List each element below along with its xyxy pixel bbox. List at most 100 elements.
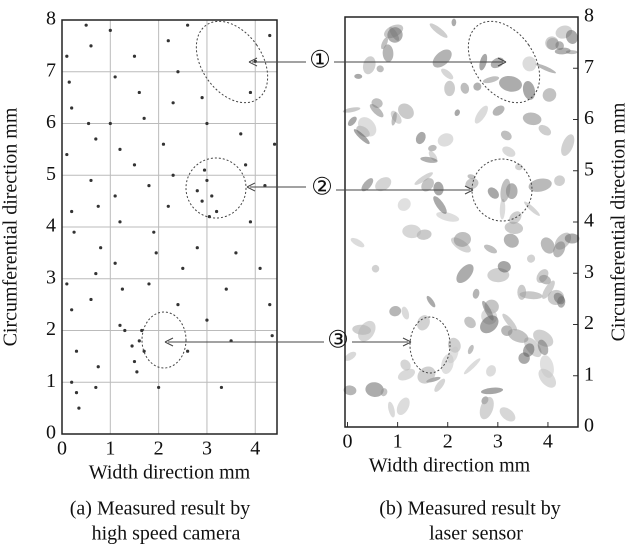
point <box>147 184 151 188</box>
panel: 0 1 2 3 4 0 1 2 3 4 5 6 7 8 Width direction mm Circumfe… <box>342 5 630 545</box>
point <box>205 318 209 322</box>
texture-blob <box>528 178 552 192</box>
texture-blob <box>502 146 516 157</box>
texture-blob <box>479 396 494 420</box>
texture-blob <box>420 156 438 163</box>
texture-blob <box>515 163 523 171</box>
x-axis-label: Width direction mm <box>89 462 251 484</box>
point <box>239 132 243 136</box>
point <box>113 261 117 265</box>
texture-blob <box>490 57 504 69</box>
region-ellipse <box>185 157 247 219</box>
point <box>132 359 137 364</box>
texture-blob <box>472 288 480 299</box>
texture-blob <box>464 316 476 329</box>
texture-blob <box>564 233 580 244</box>
y-tick-label: 1 <box>46 370 56 392</box>
texture-blob <box>522 81 536 100</box>
texture-blob <box>500 130 512 141</box>
region-ellipse <box>467 20 541 104</box>
texture-blob <box>486 365 497 377</box>
texture-blob <box>447 346 459 364</box>
texture-blob <box>504 221 524 235</box>
y-tick-label: 0 <box>584 415 594 437</box>
texture-blob <box>428 151 438 162</box>
arrow <box>164 337 412 347</box>
point <box>186 23 190 27</box>
texture-blob <box>451 18 457 27</box>
texture-blob <box>350 237 365 248</box>
texture-blob <box>354 73 363 79</box>
texture-blob <box>371 264 380 273</box>
texture-blob <box>389 306 402 317</box>
point <box>72 230 76 234</box>
y-tick-label: 4 <box>584 210 594 232</box>
point <box>70 106 74 110</box>
texture-blob <box>429 23 448 38</box>
point <box>84 23 88 27</box>
y-tick-label: 5 <box>46 163 56 185</box>
x-tick-label: 3 <box>493 431 503 453</box>
y-axis-label: Circumferential direction mm <box>608 102 630 341</box>
texture-blob <box>358 320 376 342</box>
texture-blob <box>509 211 522 225</box>
texture-blob <box>365 382 384 398</box>
caption: laser sensor <box>429 523 523 545</box>
point <box>137 90 141 95</box>
point <box>195 189 199 193</box>
texture-blob <box>483 244 498 254</box>
texture-blob <box>542 280 555 299</box>
y-tick-label: 6 <box>584 107 594 129</box>
texture-blob <box>358 117 377 137</box>
texture-blob <box>388 401 395 418</box>
point <box>200 96 204 100</box>
texture-blob <box>474 105 488 124</box>
x-tick-label: 2 <box>443 431 453 453</box>
point <box>152 230 156 234</box>
point <box>65 54 69 58</box>
point <box>89 297 93 302</box>
texture-blob <box>561 134 575 156</box>
texture-blob <box>482 300 494 321</box>
texture-blob <box>565 29 578 44</box>
texture-blob <box>507 328 529 343</box>
texture-blob <box>391 112 397 126</box>
panel: 0 1 2 3 4 0 1 2 3 4 5 6 7 8 Width direction mm Circumfe… <box>0 8 278 545</box>
texture-blob <box>343 385 357 396</box>
point <box>120 287 124 291</box>
y-tick-label: 2 <box>46 318 56 340</box>
point <box>108 28 112 32</box>
point <box>99 246 103 250</box>
point <box>186 349 190 353</box>
point <box>166 204 170 208</box>
point <box>215 209 219 214</box>
texture-blob <box>382 44 394 63</box>
texture-blob <box>492 105 505 116</box>
texture-blob <box>375 177 392 192</box>
point <box>234 251 238 255</box>
texture-blob <box>342 107 361 113</box>
texture-blob <box>444 80 455 97</box>
texture-blob <box>553 292 565 305</box>
point <box>258 266 262 270</box>
texture-blob <box>487 187 499 199</box>
y-tick-label: 5 <box>584 158 594 180</box>
point <box>130 344 134 348</box>
texture-blob <box>542 88 557 102</box>
y-tick-label: 7 <box>584 56 594 78</box>
region-ellipse <box>471 158 533 222</box>
annotation-label: ② <box>311 175 333 201</box>
texture-blob <box>517 284 527 300</box>
point <box>77 406 81 410</box>
point <box>181 266 185 270</box>
texture-blob <box>347 116 357 127</box>
texture-blob <box>467 344 474 355</box>
texture-blob <box>362 56 376 75</box>
point <box>94 385 98 390</box>
y-tick-label: 1 <box>584 363 594 385</box>
texture-blob <box>539 274 551 285</box>
point <box>74 349 79 353</box>
point <box>268 303 272 307</box>
texture-blob <box>526 254 536 263</box>
